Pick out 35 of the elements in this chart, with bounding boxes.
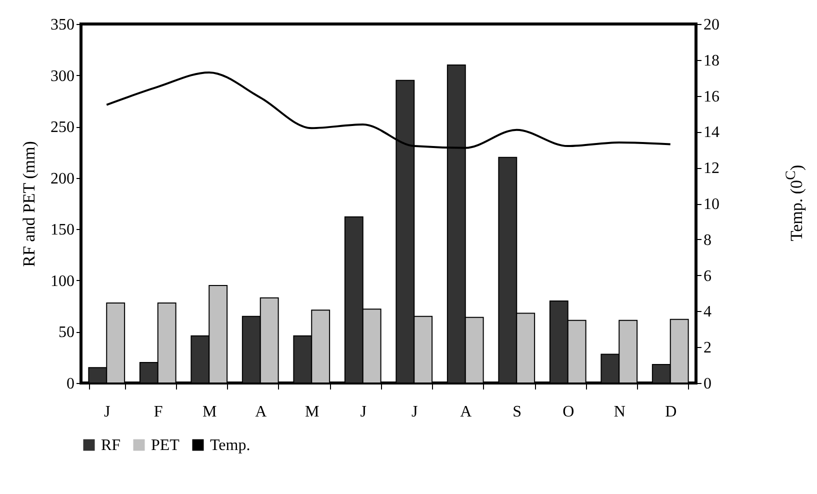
y2-tick-label: 0	[704, 376, 712, 392]
y2-tick-label: 4	[704, 304, 712, 321]
y-tick-label: 300	[50, 68, 74, 85]
y-tick-label: 100	[50, 272, 74, 290]
x-tick-label: M	[202, 404, 217, 420]
y2-tick-label: 14	[704, 124, 720, 142]
y2-tick-label: 12	[704, 160, 720, 178]
y-tick-label: 50	[58, 324, 74, 342]
y-axis-title: RF and PET (mm)	[20, 141, 38, 267]
x-tick-label: J	[412, 404, 418, 420]
legend-label: Temp.	[210, 437, 250, 454]
legend-label: RF	[101, 437, 121, 454]
y-tick-label: 200	[50, 170, 74, 188]
x-tick-label: N	[614, 404, 626, 420]
y2-tick-label: 10	[704, 196, 720, 213]
x-tick-label: A	[460, 404, 472, 420]
y2-tick-label: 6	[704, 268, 712, 285]
x-tick-label: M	[305, 404, 320, 420]
y2-tick-label: 18	[704, 52, 720, 70]
x-tick-label: O	[562, 404, 574, 420]
x-tick-label: S	[512, 404, 522, 420]
x-tick-label: A	[255, 404, 268, 420]
y-tick-label: 350	[50, 16, 74, 34]
y-tick-label: 250	[50, 119, 74, 136]
x-tick-label: J	[104, 404, 110, 420]
y2-tick-label: 2	[704, 340, 712, 357]
legend-label: PET	[151, 437, 180, 454]
x-tick-label: F	[154, 404, 163, 420]
x-tick-label: D	[665, 404, 677, 420]
y-tick-label: 150	[50, 222, 74, 239]
y2-tick-label: 20	[704, 16, 720, 34]
y2-tick-label: 8	[704, 232, 712, 249]
x-tick-label: J	[360, 404, 366, 420]
y-tick-label: 0	[66, 376, 74, 392]
y2-tick-label: 16	[704, 88, 720, 106]
